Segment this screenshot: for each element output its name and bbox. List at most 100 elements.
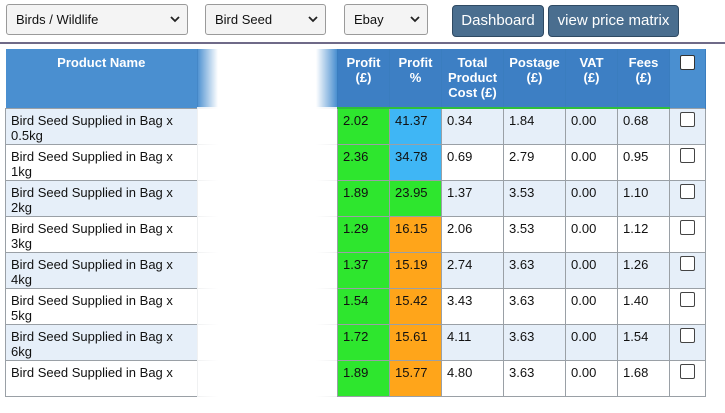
header-postage[interactable]: Postage (£) <box>503 49 566 109</box>
chevron-down-icon <box>409 5 421 34</box>
row-select-cell[interactable] <box>669 215 706 253</box>
total-cost-cell: 3.43 <box>441 287 504 325</box>
vat-cell: 0.00 <box>565 251 618 289</box>
row-checkbox[interactable] <box>680 111 695 127</box>
row-checkbox[interactable] <box>680 363 695 379</box>
row-select-cell[interactable] <box>669 251 706 289</box>
channel-select[interactable]: Ebay <box>344 4 428 35</box>
vat-cell: 0.00 <box>565 179 618 217</box>
header-total-line3: Cost (£) <box>448 85 497 100</box>
header-profit-pct-line2: % <box>409 70 422 85</box>
header-select-all[interactable] <box>669 49 706 108</box>
fees-cell: 1.40 <box>617 287 670 325</box>
header-postage-line1: Postage <box>509 55 560 70</box>
row-select-cell[interactable] <box>669 179 706 217</box>
vat-cell: 0.00 <box>565 107 618 145</box>
row-checkbox[interactable] <box>680 147 695 163</box>
category-select-value: Birds / Wildlife <box>16 12 99 27</box>
header-vat-line2: (£) <box>583 70 600 85</box>
postage-cell: 3.63 <box>503 251 566 289</box>
total-cost-cell: 1.37 <box>441 179 504 217</box>
row-select-cell[interactable] <box>669 287 706 325</box>
row-select-cell[interactable] <box>669 359 706 397</box>
product-name-cell: Bird Seed Supplied in Bag x 2kg <box>5 179 198 217</box>
fees-cell: 0.95 <box>617 143 670 181</box>
header-fees-line1: Fees <box>628 55 659 70</box>
total-cost-cell: 4.11 <box>441 323 504 361</box>
table-row[interactable]: Bird Seed Supplied in Bag x 0.5kg 2.02 41.… <box>5 107 706 145</box>
header-profit[interactable]: Profit (£) <box>337 49 390 109</box>
chevron-down-icon <box>307 5 319 34</box>
view-price-matrix-button[interactable]: view price matrix <box>548 5 679 37</box>
product-name-cell: Bird Seed Supplied in Bag x 0.5kg <box>5 107 198 145</box>
product-table-container: Product Name Profit (£) Profit % Total P… <box>5 49 725 413</box>
fees-cell: 1.54 <box>617 323 670 361</box>
select-all-checkbox[interactable] <box>680 55 695 70</box>
row-select-cell[interactable] <box>669 323 706 361</box>
table-row[interactable]: Bird Seed Supplied in Bag x 2kg 1.89 23.95… <box>5 179 706 217</box>
table-row[interactable]: Bird Seed Supplied in Bag x 3kg 1.29 16.15… <box>5 215 706 253</box>
product-name-cell: Bird Seed Supplied in Bag x 1kg <box>5 143 198 181</box>
vat-cell: 0.00 <box>565 323 618 361</box>
fees-cell: 0.68 <box>617 107 670 145</box>
vat-cell: 0.00 <box>565 359 618 397</box>
product-table: Product Name Profit (£) Profit % Total P… <box>5 49 706 397</box>
postage-cell: 3.63 <box>503 323 566 361</box>
channel-select-value: Ebay <box>354 12 384 27</box>
dashboard-button[interactable]: Dashboard <box>452 5 544 37</box>
row-select-cell[interactable] <box>669 107 706 145</box>
category-select[interactable]: Birds / Wildlife <box>6 4 188 35</box>
product-name-cell: Bird Seed Supplied in Bag x 3kg <box>5 215 198 253</box>
header-profit-pct[interactable]: Profit % <box>389 49 442 109</box>
vat-cell: 0.00 <box>565 143 618 181</box>
row-checkbox[interactable] <box>680 255 695 271</box>
product-select-value: Bird Seed <box>215 12 273 27</box>
profit-cell: 1.54 <box>337 287 390 325</box>
table-row[interactable]: Bird Seed Supplied in Bag x 4kg 1.37 15.19… <box>5 251 706 289</box>
total-cost-cell: 2.06 <box>441 215 504 253</box>
table-row[interactable]: Bird Seed Supplied in Bag x 6kg 1.72 15.61… <box>5 323 706 361</box>
postage-cell: 3.63 <box>503 359 566 397</box>
profit-cell: 1.29 <box>337 215 390 253</box>
redacted-column-area <box>197 107 337 413</box>
row-checkbox[interactable] <box>680 219 695 235</box>
row-checkbox[interactable] <box>680 183 695 199</box>
header-total-cost[interactable]: Total Product Cost (£) <box>441 49 504 109</box>
product-name-cell: Bird Seed Supplied in Bag x 4kg <box>5 251 198 289</box>
product-name-cell: Bird Seed Supplied in Bag x <box>5 359 198 397</box>
row-select-cell[interactable] <box>669 143 706 181</box>
row-checkbox[interactable] <box>680 327 695 343</box>
fees-cell: 1.10 <box>617 179 670 217</box>
profit-pct-cell: 15.19 <box>389 251 442 289</box>
total-cost-cell: 0.34 <box>441 107 504 145</box>
postage-cell: 3.63 <box>503 287 566 325</box>
header-vat[interactable]: VAT (£) <box>565 49 618 109</box>
header-postage-line2: (£) <box>526 70 543 85</box>
profit-pct-cell: 23.95 <box>389 179 442 217</box>
profit-pct-cell: 16.15 <box>389 215 442 253</box>
profit-cell: 1.72 <box>337 323 390 361</box>
row-checkbox[interactable] <box>680 291 695 307</box>
vat-cell: 0.00 <box>565 287 618 325</box>
header-product-name[interactable]: Product Name <box>5 49 198 108</box>
profit-pct-cell: 15.61 <box>389 323 442 361</box>
total-cost-cell: 4.80 <box>441 359 504 397</box>
fees-cell: 1.26 <box>617 251 670 289</box>
table-row[interactable]: Bird Seed Supplied in Bag x 1kg 2.36 34.78… <box>5 143 706 181</box>
header-fees-line2: (£) <box>635 70 652 85</box>
profit-pct-cell: 41.37 <box>389 107 442 145</box>
vat-cell: 0.00 <box>565 215 618 253</box>
product-select[interactable]: Bird Seed <box>205 4 326 35</box>
profit-cell: 1.89 <box>337 359 390 397</box>
fees-cell: 1.68 <box>617 359 670 397</box>
postage-cell: 1.84 <box>503 107 566 145</box>
header-fees[interactable]: Fees (£) <box>617 49 670 109</box>
profit-pct-cell: 15.42 <box>389 287 442 325</box>
table-row[interactable]: Bird Seed Supplied in Bag x 5kg 1.54 15.42… <box>5 287 706 325</box>
profit-pct-cell: 34.78 <box>389 143 442 181</box>
total-cost-cell: 2.74 <box>441 251 504 289</box>
header-total-line2: Product <box>447 70 498 85</box>
table-row[interactable]: Bird Seed Supplied in Bag x 1.89 15.77 4.80… <box>5 359 706 397</box>
profit-cell: 1.89 <box>337 179 390 217</box>
fees-cell: 1.12 <box>617 215 670 253</box>
